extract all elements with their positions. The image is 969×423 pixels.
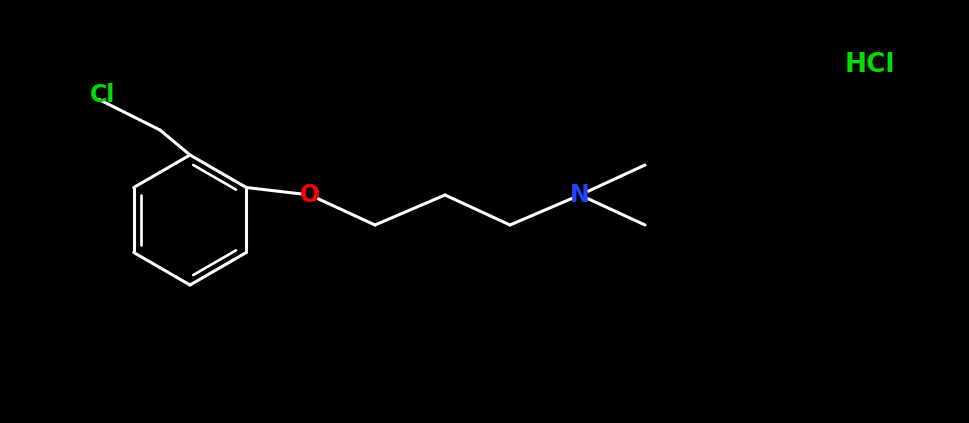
Text: HCl: HCl xyxy=(844,52,894,78)
Text: N: N xyxy=(570,183,589,207)
Text: Cl: Cl xyxy=(90,83,115,107)
Text: O: O xyxy=(299,183,320,207)
